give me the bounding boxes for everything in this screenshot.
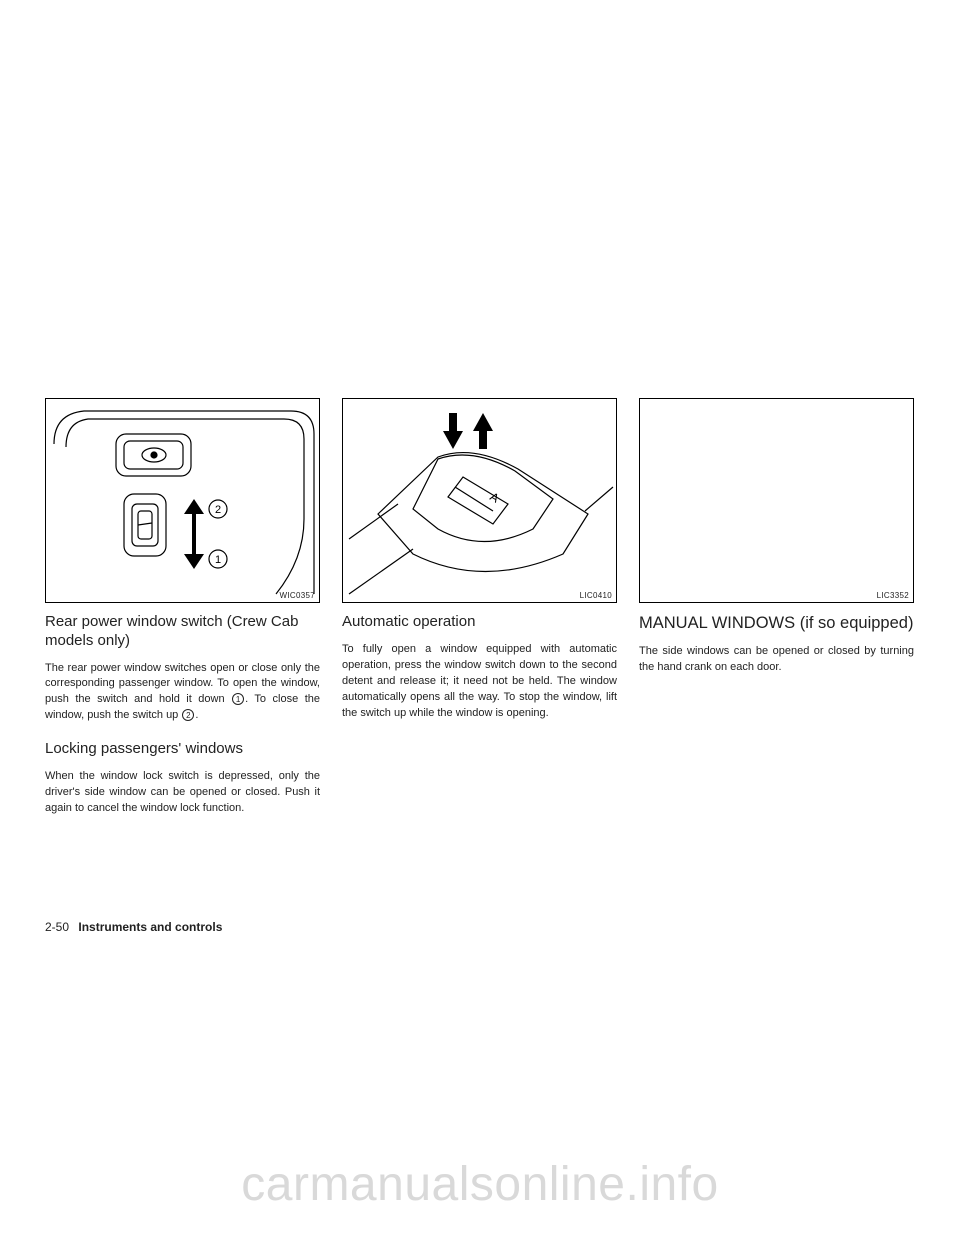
para-locking: When the window lock switch is depressed… xyxy=(45,769,320,817)
text-fragment: . xyxy=(195,709,198,721)
heading-rear-power: Rear power window switch (Crew Cab model… xyxy=(45,613,320,651)
heading-auto: Automatic operation xyxy=(342,613,617,632)
section-title: Instruments and controls xyxy=(78,920,222,934)
svg-text:2: 2 xyxy=(215,504,221,516)
para-rear-power: The rear power window switches open or c… xyxy=(45,661,320,725)
para-auto: To fully open a window equipped with aut… xyxy=(342,642,617,722)
circled-1-icon: 1 xyxy=(232,693,244,705)
figure-auto-operation: A LIC0410 xyxy=(342,398,617,603)
auto-operation-illustration: A xyxy=(343,399,618,604)
figure-caption: WIC0357 xyxy=(280,591,315,600)
svg-text:1: 1 xyxy=(215,554,221,566)
figure-caption: LIC3352 xyxy=(877,591,909,600)
circled-2-icon: 2 xyxy=(182,709,194,721)
svg-text:A: A xyxy=(488,489,502,505)
watermark: carmanualsonline.info xyxy=(0,1157,960,1212)
figure-rear-switch: 2 1 WIC0357 xyxy=(45,398,320,603)
column-1: 2 1 WIC0357 Rear power window switch (Cr… xyxy=(45,398,320,827)
heading-locking: Locking passengers' windows xyxy=(45,740,320,759)
figure-manual-windows: LIC3352 xyxy=(639,398,914,603)
page-footer: 2-50 Instruments and controls xyxy=(45,920,222,934)
para-manual: The side windows can be opened or closed… xyxy=(639,644,914,676)
heading-manual: MANUAL WINDOWS (if so equipped) xyxy=(639,613,914,634)
rear-switch-illustration: 2 1 xyxy=(46,399,321,604)
page-number: 2-50 xyxy=(45,920,69,934)
column-2: A LIC0410 Automatic operation To fully o… xyxy=(342,398,617,827)
figure-caption: LIC0410 xyxy=(580,591,612,600)
column-3: LIC3352 MANUAL WINDOWS (if so equipped) … xyxy=(639,398,914,827)
page-content: 2 1 WIC0357 Rear power window switch (Cr… xyxy=(45,398,915,827)
